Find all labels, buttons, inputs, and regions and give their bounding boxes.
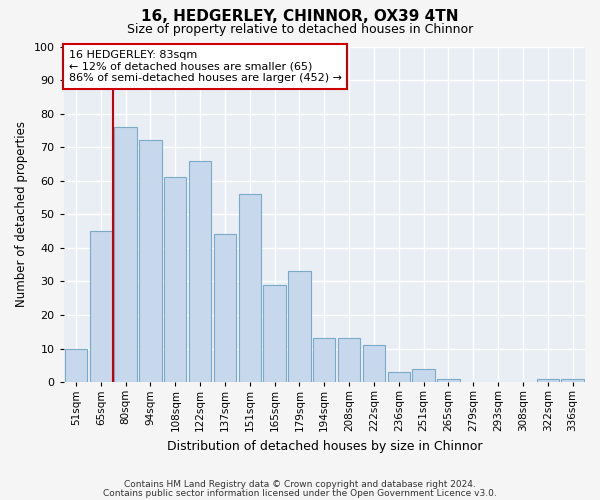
Bar xyxy=(239,194,261,382)
Bar xyxy=(338,338,360,382)
Bar xyxy=(89,231,112,382)
Bar xyxy=(115,127,137,382)
Bar xyxy=(164,178,187,382)
Bar xyxy=(189,160,211,382)
Y-axis label: Number of detached properties: Number of detached properties xyxy=(15,122,28,308)
Text: Contains public sector information licensed under the Open Government Licence v3: Contains public sector information licen… xyxy=(103,488,497,498)
Bar xyxy=(363,345,385,382)
Bar xyxy=(139,140,161,382)
X-axis label: Distribution of detached houses by size in Chinnor: Distribution of detached houses by size … xyxy=(167,440,482,452)
Bar xyxy=(65,348,87,382)
Bar xyxy=(388,372,410,382)
Bar xyxy=(313,338,335,382)
Bar xyxy=(536,378,559,382)
Text: Size of property relative to detached houses in Chinnor: Size of property relative to detached ho… xyxy=(127,22,473,36)
Text: 16, HEDGERLEY, CHINNOR, OX39 4TN: 16, HEDGERLEY, CHINNOR, OX39 4TN xyxy=(141,9,459,24)
Bar xyxy=(412,368,435,382)
Bar xyxy=(288,272,311,382)
Bar xyxy=(437,378,460,382)
Bar xyxy=(562,378,584,382)
Text: Contains HM Land Registry data © Crown copyright and database right 2024.: Contains HM Land Registry data © Crown c… xyxy=(124,480,476,489)
Text: 16 HEDGERLEY: 83sqm
← 12% of detached houses are smaller (65)
86% of semi-detach: 16 HEDGERLEY: 83sqm ← 12% of detached ho… xyxy=(69,50,342,83)
Bar xyxy=(214,234,236,382)
Bar xyxy=(263,285,286,382)
